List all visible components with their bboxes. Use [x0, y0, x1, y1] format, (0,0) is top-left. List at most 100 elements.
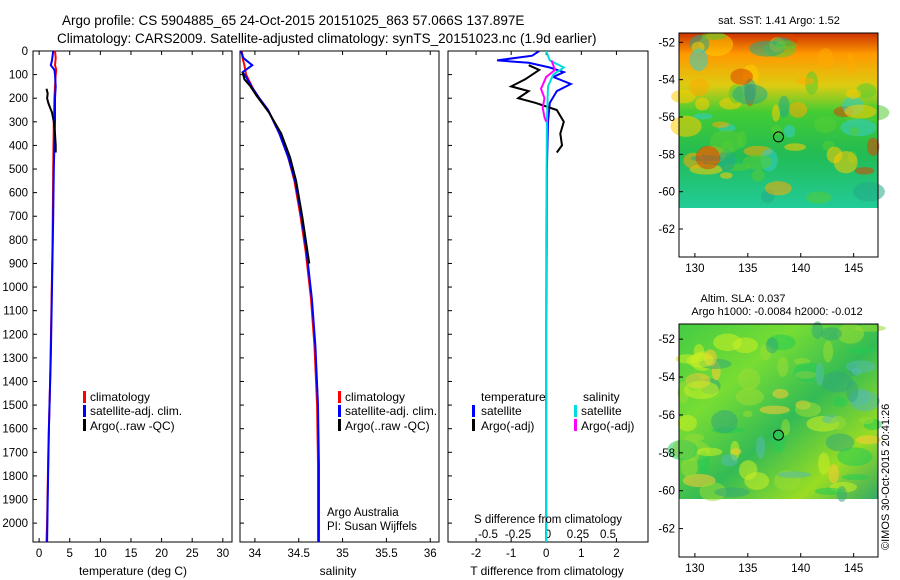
map-texture-blob	[686, 353, 714, 368]
x-tick-label: 2	[613, 548, 619, 560]
map-texture-blob	[696, 447, 723, 457]
map-texture-blob	[830, 415, 846, 430]
legend-swatch-argo	[83, 419, 86, 431]
depth-tick-label: 200	[9, 93, 28, 105]
map-texture-blob	[732, 83, 768, 105]
x-tick-label: 10	[94, 548, 107, 560]
map-texture-blob	[856, 83, 877, 99]
map-texture-blob	[784, 143, 807, 151]
map-texture-blob	[712, 121, 730, 128]
map-texture-blob	[693, 113, 713, 120]
temperature-legend: climatology satellite-adj. clim. Argo(..…	[83, 390, 182, 433]
depth-tick-label: 100	[9, 70, 28, 82]
map-texture-blob	[759, 405, 790, 415]
header-line-2: Climatology: CARS2009. Satellite-adjuste…	[57, 31, 597, 46]
series-line-temperature-argo-adj-	[508, 64, 565, 154]
legend-temperature-title: temperature	[481, 390, 546, 404]
sla-map-title-1: Altim. SLA: 0.037	[701, 293, 786, 305]
salinity-diff-axis: -0.5 -0.25 0 0.25 0.5	[478, 529, 616, 541]
map-texture-blob	[667, 439, 698, 461]
map-texture-blob	[778, 95, 790, 118]
salinity-plot-frame	[239, 50, 440, 543]
legend-climatology: climatology	[90, 390, 150, 404]
salinity-x-axis: 34 34.5 35 35.5 36	[249, 51, 437, 560]
s-diff-tick-label: -0.25	[505, 529, 531, 541]
map-texture-blob	[847, 347, 876, 354]
salinity-panel: 34 34.5 35 35.5 36 salinity climatology sate…	[239, 50, 440, 578]
depth-tick-label: 1500	[2, 400, 28, 412]
depth-axis: 0 100 200 300 400 500 600 700 800 900 1000 1100 1200…	[2, 46, 37, 530]
s-diff-tick-label: 0.5	[600, 529, 616, 541]
depth-tick-label: 600	[9, 188, 28, 200]
series-line-salinity-argo-adj-	[539, 60, 557, 123]
map-texture-blob	[765, 337, 779, 354]
depth-tick-label: 1800	[2, 471, 28, 483]
map-x-tick-label: 130	[685, 263, 704, 275]
legend-swatch-argo	[338, 419, 341, 431]
x-tick-label: 36	[424, 548, 437, 560]
legend-sal-argo: Argo(-adj)	[581, 419, 634, 433]
map-texture-blob	[823, 340, 834, 363]
s-difference-xlabel: S difference from climatology	[474, 514, 622, 526]
depth-tick-label: 1900	[2, 495, 28, 507]
depth-tick-label: 0	[22, 46, 28, 58]
x-tick-label: 35.5	[375, 548, 397, 560]
map-texture-blob	[688, 78, 710, 97]
x-tick-label: -1	[506, 548, 516, 560]
map-texture-blob	[755, 435, 766, 459]
depth-tick-label: 2000	[2, 518, 28, 530]
sst-map-title: sat. SST: 1.41 Argo: 1.52	[718, 15, 840, 27]
legend-swatch-climatology	[83, 391, 86, 403]
map-texture-blob	[684, 433, 705, 442]
legend-climatology: climatology	[345, 390, 405, 404]
map-y-tick-label: -60	[658, 187, 675, 199]
depth-tick-label: 800	[9, 235, 28, 247]
map-texture-blob	[844, 104, 877, 119]
sla-map-axes: 130 135 140 145 -52 -54 -56 -58 -60 -62	[658, 334, 863, 575]
map-y-tick-label: -62	[658, 224, 675, 236]
annotation-argo-australia: Argo Australia	[327, 507, 399, 519]
map-texture-blob	[849, 127, 860, 136]
map-texture-blob	[711, 410, 738, 434]
legend-swatch-temp-argo	[472, 419, 475, 431]
map-texture-blob	[841, 474, 870, 481]
map-texture-blob	[814, 116, 837, 134]
map-x-tick-label: 135	[738, 563, 757, 575]
depth-tick-label: 300	[9, 117, 28, 129]
sst-float-marker	[772, 131, 784, 143]
temperature-xlabel: temperature (deg C)	[79, 564, 187, 578]
legend-swatch-climatology	[338, 391, 341, 403]
sst-map-field	[679, 33, 878, 208]
map-x-tick-label: 135	[738, 263, 757, 275]
legend-argo: Argo(..raw -QC)	[345, 419, 430, 433]
sst-map-texture	[670, 32, 890, 204]
map-texture-blob	[699, 482, 727, 502]
map-texture-blob	[845, 88, 861, 100]
depth-tick-label: 1000	[2, 282, 28, 294]
map-texture-blob	[775, 40, 797, 50]
legend-argo: Argo(..raw -QC)	[90, 419, 175, 433]
map-texture-blob	[828, 464, 840, 484]
map-texture-blob	[671, 89, 696, 104]
x-tick-label: 34	[249, 548, 262, 560]
series-line-salinity-satellite	[545, 51, 566, 542]
map-texture-blob	[851, 367, 862, 376]
sst-map-axes: 130 135 140 145 -52 -54 -56 -58 -60 -62	[658, 37, 863, 275]
map-texture-blob	[867, 137, 880, 156]
difference-legend: temperature satellite Argo(-adj) salinit…	[472, 390, 634, 433]
legend-swatch-satellite	[338, 405, 341, 417]
depth-tick-label: 500	[9, 164, 28, 176]
sla-map-frame	[678, 323, 879, 558]
map-texture-blob	[737, 368, 761, 391]
map-texture-blob	[836, 323, 865, 344]
map-x-tick-label: 130	[685, 563, 704, 575]
map-texture-blob	[735, 388, 764, 406]
depth-tick-label: 1600	[2, 424, 28, 436]
legend-swatch-temp-satellite	[472, 405, 475, 417]
sst-map-panel: sat. SST: 1.41 Argo: 1.52 130 135 140 145 -5…	[658, 15, 890, 275]
map-texture-blob	[771, 125, 783, 136]
sla-map-title-2: Argo h1000: -0.0084 h2000: -0.012	[691, 306, 862, 318]
map-y-tick-label: -60	[658, 486, 675, 498]
x-tick-label: 25	[186, 548, 199, 560]
